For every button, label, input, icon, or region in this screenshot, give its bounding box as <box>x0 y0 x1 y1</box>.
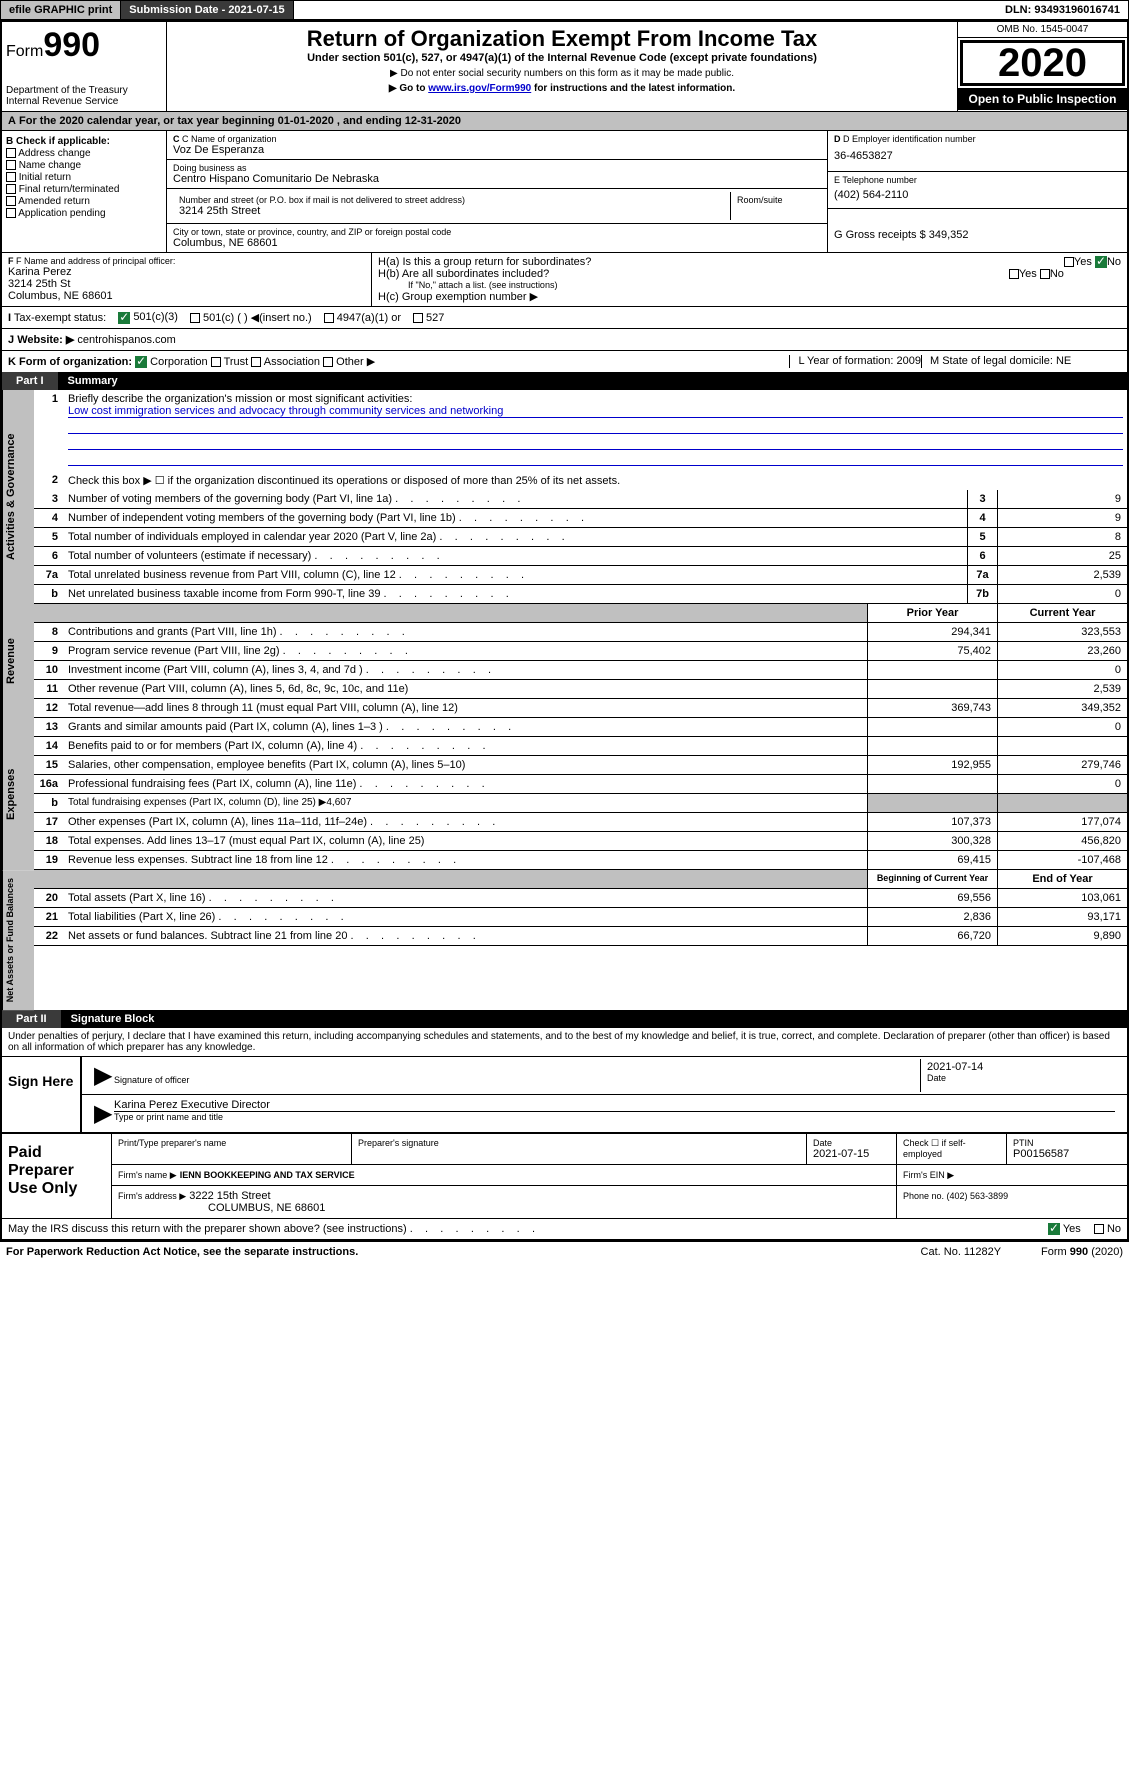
website[interactable]: centrohispanos.com <box>74 334 176 346</box>
sign-date: 2021-07-14 <box>927 1061 1115 1073</box>
m-state-domicile: M State of legal domicile: NE <box>921 355 1121 368</box>
irs-label: Internal Revenue Service <box>6 96 162 107</box>
ein: 36-4653827 <box>834 144 1121 168</box>
chk-501c[interactable]: 501(c) ( ) ◀(insert no.) <box>190 311 312 324</box>
tax-period: A For the 2020 calendar year, or tax yea… <box>2 112 1127 131</box>
form-subtitle: Under section 501(c), 527, or 4947(a)(1)… <box>171 52 953 64</box>
l8-py: 294,341 <box>867 623 997 641</box>
l21-py: 2,836 <box>867 908 997 926</box>
l17-py: 107,373 <box>867 813 997 831</box>
submission-date[interactable]: Submission Date - 2021-07-15 <box>121 1 293 19</box>
l-year-formation: L Year of formation: 2009 <box>789 355 921 368</box>
l12-py: 369,743 <box>867 699 997 717</box>
l12-cy: 349,352 <box>997 699 1127 717</box>
irs-link[interactable]: www.irs.gov/Form990 <box>428 83 531 94</box>
vtab-expenses: Expenses <box>2 718 34 870</box>
part-ii-title: Signature Block <box>61 1010 165 1028</box>
line-6-val: 25 <box>997 547 1127 565</box>
l15-cy: 279,746 <box>997 756 1127 774</box>
vtab-net-assets: Net Assets or Fund Balances <box>2 870 34 1010</box>
line-5-val: 8 <box>997 528 1127 546</box>
l19-cy: -107,468 <box>997 851 1127 869</box>
l17-cy: 177,074 <box>997 813 1127 831</box>
h-c: H(c) Group exemption number ▶ <box>378 290 1121 303</box>
line-7b-val: 0 <box>997 585 1127 603</box>
form-container: Form990 Department of the Treasury Inter… <box>0 20 1129 1241</box>
part-i-title: Summary <box>58 372 128 390</box>
l22-py: 66,720 <box>867 927 997 945</box>
h-a: H(a) Is this a group return for subordin… <box>378 256 1121 268</box>
l18-cy: 456,820 <box>997 832 1127 850</box>
firm-addr: 3222 15th Street <box>189 1190 270 1202</box>
mission-text[interactable]: Low cost immigration services and advoca… <box>68 405 1123 418</box>
ssn-note: ▶ Do not enter social security numbers o… <box>171 68 953 79</box>
l19-py: 69,415 <box>867 851 997 869</box>
l9-cy: 23,260 <box>997 642 1127 660</box>
part-ii-tag: Part II <box>2 1010 61 1028</box>
chk-name-change[interactable]: Name change <box>6 160 162 171</box>
chk-501c3[interactable]: 501(c)(3) <box>118 311 178 323</box>
discuss-question: May the IRS discuss this return with the… <box>8 1223 535 1235</box>
chk-initial-return[interactable]: Initial return <box>6 172 162 183</box>
officer-name: Karina Perez <box>8 266 365 278</box>
telephone: (402) 564-2110 <box>834 185 1121 205</box>
l13-cy: 0 <box>997 718 1127 736</box>
chk-amended[interactable]: Amended return <box>6 196 162 207</box>
ptin: P00156587 <box>1013 1148 1121 1160</box>
omb-number: OMB No. 1545-0047 <box>958 22 1127 38</box>
chk-app-pending[interactable]: Application pending <box>6 208 162 219</box>
paid-preparer-label: Paid Preparer Use Only <box>2 1134 112 1218</box>
form-footer: Form 990 (2020) <box>1041 1246 1123 1258</box>
firm-phone: Phone no. (402) 563-3899 <box>903 1191 1008 1201</box>
officer-name-title: Karina Perez Executive Director <box>114 1099 1115 1112</box>
chk-527[interactable]: 527 <box>413 312 444 324</box>
dba-name: Centro Hispano Comunitario De Nebraska <box>173 173 821 185</box>
chk-address-change[interactable]: Address change <box>6 148 162 159</box>
header-bar: efile GRAPHIC print Submission Date - 20… <box>0 0 1129 20</box>
line-4-val: 9 <box>997 509 1127 527</box>
prep-date: 2021-07-15 <box>813 1148 890 1160</box>
firm-name: IENN BOOKKEEPING AND TAX SERVICE <box>180 1170 355 1180</box>
dln: DLN: 93493196016741 <box>997 1 1128 19</box>
part-i-tag: Part I <box>2 372 58 390</box>
l18-py: 300,328 <box>867 832 997 850</box>
l20-py: 69,556 <box>867 889 997 907</box>
sign-here-label: Sign Here <box>2 1057 82 1132</box>
form-title: Return of Organization Exempt From Incom… <box>171 26 953 52</box>
l22-cy: 9,890 <box>997 927 1127 945</box>
k-form-org: K Form of organization: Corporation Trus… <box>8 355 375 368</box>
section-b-checkboxes: B Check if applicable: Address change Na… <box>2 131 167 252</box>
efile-label[interactable]: efile GRAPHIC print <box>1 1 121 19</box>
line-7a-val: 2,539 <box>997 566 1127 584</box>
tax-year: 2020 <box>960 40 1125 86</box>
l21-cy: 93,171 <box>997 908 1127 926</box>
l9-py: 75,402 <box>867 642 997 660</box>
l15-py: 192,955 <box>867 756 997 774</box>
vtab-revenue: Revenue <box>2 604 34 718</box>
l11-cy: 2,539 <box>997 680 1127 698</box>
l8-cy: 323,553 <box>997 623 1127 641</box>
org-name: Voz De Esperanza <box>173 144 821 156</box>
l10-cy: 0 <box>997 661 1127 679</box>
h-b: H(b) Are all subordinates included? Yes … <box>378 268 1121 280</box>
line-3-val: 9 <box>997 490 1127 508</box>
l16a-cy: 0 <box>997 775 1127 793</box>
pra-notice: For Paperwork Reduction Act Notice, see … <box>6 1246 358 1258</box>
l20-cy: 103,061 <box>997 889 1127 907</box>
gross-receipts: G Gross receipts $ 349,352 <box>834 229 1121 241</box>
instructions-link-row: ▶ Go to www.irs.gov/Form990 for instruct… <box>171 83 953 94</box>
perjury-text: Under penalties of perjury, I declare th… <box>2 1028 1127 1056</box>
cat-no: Cat. No. 11282Y <box>921 1246 1002 1258</box>
vtab-activities: Activities & Governance <box>2 390 34 604</box>
form-number: Form990 <box>6 26 162 65</box>
chk-final-return[interactable]: Final return/terminated <box>6 184 162 195</box>
chk-4947[interactable]: 4947(a)(1) or <box>324 312 401 324</box>
street-address: 3214 25th Street <box>179 205 724 217</box>
city-state-zip: Columbus, NE 68601 <box>173 237 821 249</box>
dept-treasury: Department of the Treasury <box>6 85 162 96</box>
open-public: Open to Public Inspection <box>958 88 1127 110</box>
